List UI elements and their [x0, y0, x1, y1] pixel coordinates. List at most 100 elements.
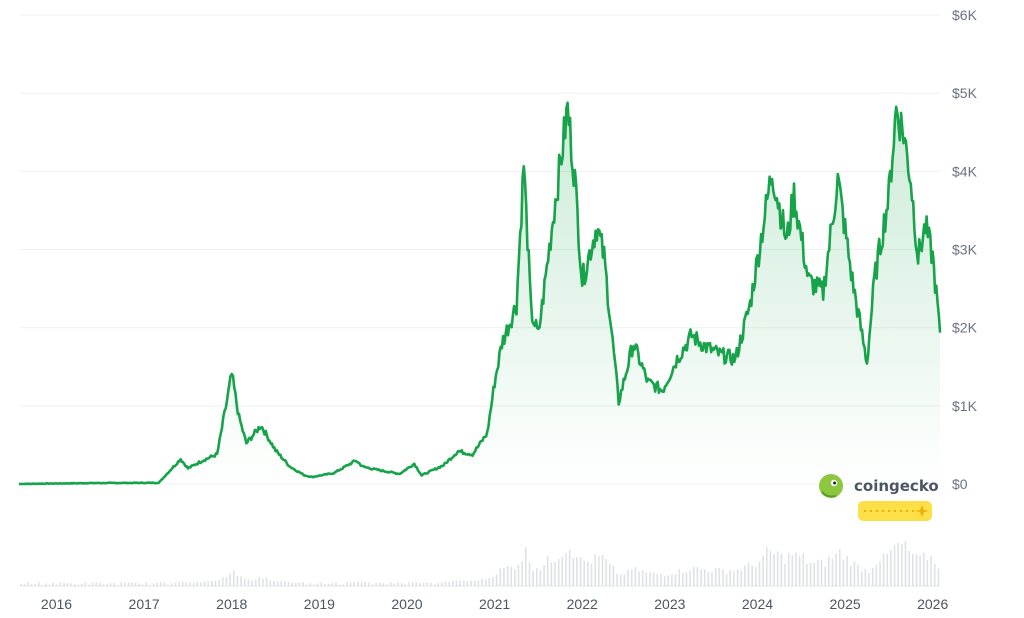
x-axis-ticks: 2016 2017 2018 2019 2020 2021 2022 2023 2024 2025… — [41, 596, 949, 612]
volume-bar — [222, 577, 224, 586]
volume-bar — [149, 584, 151, 586]
volume-bar — [63, 583, 65, 586]
volume-bar — [419, 583, 421, 586]
volume-bar — [313, 584, 315, 586]
volume-bar — [758, 561, 761, 586]
volume-bar — [733, 571, 735, 586]
volume-bar — [265, 577, 268, 586]
volume-bar — [528, 562, 531, 586]
volume-bar — [557, 559, 560, 586]
volume-bar — [736, 569, 739, 586]
volume-bar — [744, 565, 746, 586]
volume-bar — [473, 580, 476, 586]
volume-bar — [722, 569, 724, 586]
volume-bar — [397, 582, 399, 586]
volume-bar — [360, 582, 363, 586]
volume-bar — [84, 582, 87, 586]
volume-bar — [251, 580, 253, 586]
volume-bar — [776, 551, 779, 586]
volume-bar — [915, 554, 918, 586]
volume-bar — [835, 553, 837, 586]
volume-bar — [791, 555, 794, 586]
volume-bar — [441, 582, 443, 586]
volume-bar — [795, 552, 797, 586]
volume-bar — [174, 582, 177, 586]
volume-bar — [178, 581, 180, 586]
volume-bar — [346, 582, 348, 586]
volume-bar — [912, 553, 914, 586]
volume-bar — [138, 583, 140, 586]
volume-bar — [448, 581, 450, 586]
volume-bar — [860, 571, 863, 586]
volume-bar — [400, 582, 403, 586]
x-tick-label: 2024 — [742, 596, 773, 612]
volume-bar — [616, 573, 618, 586]
volume-bar — [291, 582, 293, 586]
volume-bar — [926, 560, 929, 586]
volume-bar — [477, 580, 480, 586]
volume-bar — [88, 584, 90, 586]
volume-bar — [99, 582, 101, 586]
volume-bar — [532, 570, 534, 586]
volume-bar — [678, 569, 680, 586]
volume-bar — [211, 580, 213, 586]
volume-bar — [20, 584, 22, 586]
volume-bar — [229, 573, 231, 586]
x-tick-label: 2018 — [216, 596, 247, 612]
volume-bar — [127, 582, 130, 586]
volume-bar — [70, 583, 72, 586]
volume-bar — [539, 570, 542, 586]
volume-bar — [828, 556, 830, 586]
volume-bar — [864, 568, 867, 586]
volume-bar — [492, 577, 494, 586]
volume-bar — [207, 581, 209, 586]
volume-bar — [192, 582, 195, 586]
volume-bar — [214, 580, 217, 586]
volume-bar — [839, 548, 841, 586]
volume-bar — [185, 582, 188, 586]
volume-bar — [23, 584, 26, 586]
volume-bar — [375, 583, 377, 586]
volume-bar — [685, 572, 688, 586]
volume-bar — [561, 556, 564, 586]
volume-bar — [426, 582, 429, 586]
volume-bar — [897, 542, 899, 586]
volume-bar — [200, 582, 202, 586]
volume-bar — [521, 561, 523, 586]
volume-bar — [806, 564, 808, 586]
volume-bar — [437, 582, 439, 586]
price-line — [18, 101, 942, 486]
x-tick-label: 2017 — [129, 596, 160, 612]
volume-bar — [379, 582, 381, 586]
volume-bar — [295, 582, 297, 586]
x-tick-label: 2023 — [654, 596, 685, 612]
volume-bar — [203, 581, 206, 586]
volume-bar — [587, 561, 589, 586]
volume-bar — [102, 584, 105, 586]
volume-bar — [444, 581, 447, 586]
gridlines — [20, 14, 940, 587]
volume-bar — [269, 580, 272, 586]
volume-bar — [243, 578, 246, 586]
volume-bar — [59, 582, 62, 586]
volume-bar — [923, 552, 925, 586]
volume-bar — [156, 583, 158, 586]
volume-bar — [682, 573, 684, 586]
volume-bar — [124, 582, 126, 586]
volume-bar — [247, 578, 250, 586]
volume-bar — [740, 570, 742, 586]
volume-bar — [77, 584, 80, 586]
volume-bar — [495, 574, 498, 586]
volume-bar — [766, 547, 768, 586]
volume-bar — [430, 582, 432, 586]
volume-bar — [510, 566, 512, 586]
volume-bar — [780, 553, 783, 586]
volume-bar — [331, 583, 334, 586]
y-tick-label: $5K — [952, 85, 978, 101]
volume-bar — [91, 582, 94, 586]
volume-bar — [298, 582, 301, 586]
y-tick-label: $0 — [952, 476, 968, 492]
volume-bar — [714, 568, 717, 586]
y-tick-label: $6K — [952, 7, 978, 23]
